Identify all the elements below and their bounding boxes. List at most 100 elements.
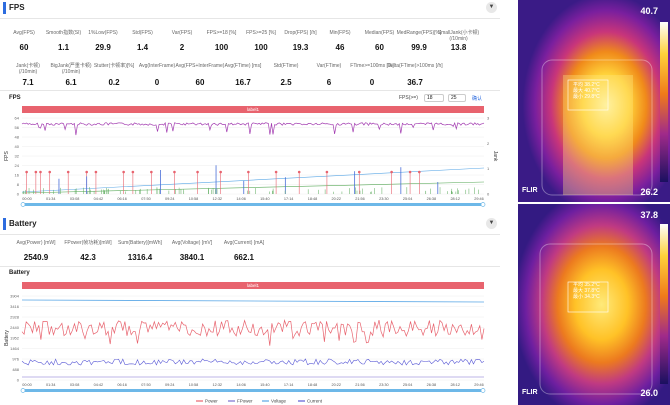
- x-tick-label: 12:32: [213, 197, 223, 201]
- metric-label: FPower(帧功耗)[mW]: [64, 240, 112, 246]
- thermal-overlay-stats: 平均 38.2°C 最大 40.7°C 最小 29.8°C: [573, 82, 600, 100]
- metric-label: FPS>=18 [%]: [206, 30, 237, 36]
- metric-value: 0.2: [108, 78, 120, 87]
- x-tick-label: 14:06: [236, 383, 246, 387]
- right-y-tick-label: 3: [487, 116, 490, 121]
- thermal-min-temp: 26.2: [640, 187, 658, 197]
- right-y-tick-label: 2: [487, 141, 490, 146]
- y-tick-label: 2928: [10, 315, 20, 320]
- x-tick-label: 03:08: [70, 197, 80, 201]
- x-tick-label: 21:56: [355, 383, 365, 387]
- jank-marker-dot: [173, 170, 176, 174]
- x-tick-label: 01:34: [46, 197, 56, 201]
- thermal-overlay-stats: 平均 35.2°C 最大 37.8°C 最小 34.3°C: [573, 282, 600, 300]
- x-tick-label: 20:22: [332, 197, 342, 201]
- metric-value: 7.1: [22, 78, 34, 87]
- y-tick-label: 976: [12, 357, 19, 362]
- metric-value: 19.3: [292, 43, 309, 52]
- divider: [0, 266, 500, 267]
- metric-value: 60: [19, 43, 29, 52]
- x-tick-label: 21:56: [355, 197, 365, 201]
- metric-label: Avg(FPS+InterFrame): [175, 63, 225, 69]
- metric-label: Stutter(卡顿率)[%]: [93, 63, 135, 69]
- thermal-heatmap: [518, 0, 670, 202]
- y-tick-label: 488: [12, 367, 19, 372]
- x-tick-label: 29:46: [474, 383, 484, 387]
- section-accent: [3, 218, 6, 230]
- flir-logo: FLIR: [522, 187, 538, 194]
- metric-value: 6: [326, 78, 332, 87]
- power-series-line: [21, 319, 485, 346]
- metric-label: Drop(FPS) [/h]: [284, 30, 317, 36]
- x-tick-label: 18:48: [308, 197, 318, 201]
- fps-collapse-button[interactable]: ▼: [486, 2, 497, 13]
- jank-marker-dot: [131, 170, 135, 174]
- divider: [0, 234, 500, 235]
- range-slider: [22, 203, 484, 206]
- y-tick-label: 48: [15, 135, 20, 140]
- flir-logo: FLIR: [522, 389, 538, 396]
- voltage-series-line: [21, 299, 485, 303]
- battery-label-bar: label1: [22, 282, 484, 289]
- range-slider-handle: [480, 202, 486, 207]
- metric-value: 36.7: [407, 78, 423, 87]
- y-tick-label: 3904: [10, 294, 20, 299]
- x-tick-label: 20:22: [332, 383, 342, 387]
- jank-marker-dot: [357, 170, 361, 174]
- range-slider-handle: [480, 388, 486, 393]
- jank-marker-dot: [150, 170, 153, 174]
- y-tick-label: 3416: [10, 304, 20, 309]
- x-tick-label: 15:40: [260, 383, 270, 387]
- y-tick-label: 64: [15, 116, 20, 121]
- divider: [0, 18, 500, 19]
- fps-threshold-label: FPS(>=): [399, 95, 418, 101]
- fps-chart-title: FPS: [9, 95, 21, 101]
- y-axis-label: Battery: [4, 330, 10, 346]
- metric-label: Std(FTime): [273, 63, 299, 69]
- range-slider-handle: [20, 202, 26, 207]
- chevron-down-icon: ▼: [488, 220, 495, 226]
- metric-label: Avg(Current) [mA]: [223, 240, 265, 246]
- metric-value: 100: [254, 43, 268, 52]
- battery-chart: 3904 3416 2928 2440 1952 1464 976 488 0 Battery 00…: [4, 294, 486, 404]
- x-tick-label: 28:12: [450, 383, 460, 387]
- metric-value: 662.1: [233, 253, 255, 262]
- jank-marker-dot: [297, 170, 301, 174]
- confirm-link[interactable]: 确认: [472, 96, 483, 102]
- jank-marker-dot: [85, 170, 88, 174]
- x-tick-label: 17:14: [284, 197, 294, 201]
- right-y-tick-label: 1: [487, 166, 490, 171]
- metric-label: FPS>=25 [%]: [246, 30, 276, 36]
- metric-label: Std(FPS): [132, 30, 153, 36]
- metric-value: 13.8: [450, 43, 467, 52]
- metric-label: Avg(FTime) [ms]: [224, 63, 262, 69]
- y-tick-label: 2440: [10, 325, 20, 330]
- metric-label: Min(FPS): [329, 30, 351, 36]
- metric-value: 0: [154, 78, 160, 87]
- legend-label: Current: [307, 399, 323, 404]
- metric-label: Jank(卡顿) (/10min): [16, 63, 40, 75]
- metric-value: 99.9: [411, 43, 427, 52]
- y-axis-label: FPS: [4, 150, 10, 160]
- y-tick-label: 0: [17, 192, 20, 197]
- jank-marker-dot: [247, 170, 250, 174]
- jank-marker-dot: [219, 170, 222, 174]
- metric-value: 60: [375, 43, 384, 52]
- battery-collapse-button[interactable]: ▼: [486, 218, 497, 229]
- metric-value: 1.4: [136, 43, 149, 52]
- metric-value: 46: [335, 43, 345, 52]
- range-slider-handle: [20, 388, 26, 393]
- metric-value: 3840.1: [179, 253, 205, 262]
- jank-marker-dot: [390, 170, 393, 174]
- x-tick-label: 17:14: [284, 383, 294, 387]
- fps-section-title: FPS: [9, 3, 25, 12]
- x-tick-label: 06:16: [117, 197, 127, 201]
- range-slider: [22, 389, 484, 392]
- thermal-max-temp: 40.7: [640, 6, 658, 16]
- x-tick-label: 01:34: [46, 383, 56, 387]
- fps-threshold-input-1[interactable]: 18: [424, 94, 444, 102]
- x-tick-label: 26:38: [427, 197, 437, 201]
- metric-value: 0: [369, 78, 375, 87]
- metric-value: 100: [214, 43, 229, 52]
- fps-threshold-input-2[interactable]: 25: [448, 94, 466, 102]
